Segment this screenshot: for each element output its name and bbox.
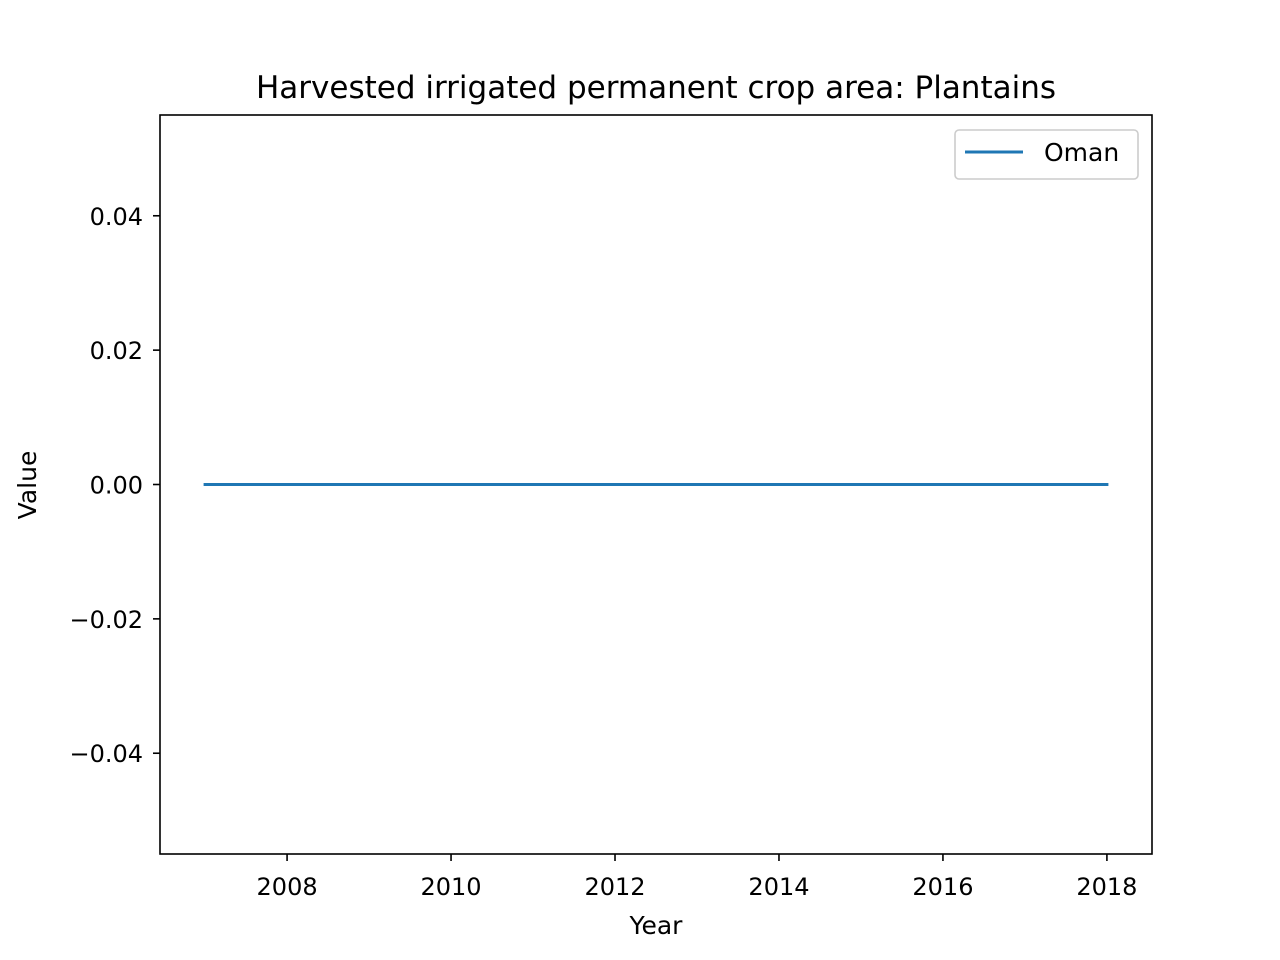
y-tick-label: −0.04 xyxy=(69,740,143,768)
data-point xyxy=(450,483,453,486)
x-tick-label: 2016 xyxy=(912,873,973,901)
x-tick-label: 2018 xyxy=(1076,873,1137,901)
data-point xyxy=(532,483,535,486)
x-tick-label: 2012 xyxy=(584,873,645,901)
x-tick-label: 2008 xyxy=(257,873,318,901)
data-point xyxy=(1023,483,1026,486)
y-tick-label: 0.04 xyxy=(90,203,143,231)
x-tick-label: 2014 xyxy=(748,873,809,901)
data-point xyxy=(204,483,207,486)
legend-label-oman: Oman xyxy=(1044,138,1119,167)
y-tick-label: −0.02 xyxy=(69,606,143,634)
x-axis-ticks: 2008 2010 2012 2014 2016 2018 xyxy=(257,854,1137,901)
chart-title: Harvested irrigated permanent crop area:… xyxy=(256,70,1056,106)
data-point xyxy=(1105,483,1108,486)
data-point xyxy=(614,483,617,486)
legend: Oman xyxy=(954,129,1139,180)
legend-box xyxy=(954,129,1139,180)
data-point xyxy=(777,483,780,486)
data-point xyxy=(286,483,289,486)
data-point xyxy=(859,483,862,486)
data-point xyxy=(941,483,944,486)
series-layer xyxy=(203,483,1109,486)
y-axis-ticks: −0.04 −0.02 0.00 0.02 0.04 xyxy=(69,203,160,768)
x-tick-label: 2010 xyxy=(421,873,482,901)
y-tick-label: 0.00 xyxy=(90,472,143,500)
plot-frame xyxy=(159,114,1153,855)
data-point xyxy=(695,483,698,486)
y-axis-label: Value xyxy=(13,451,42,520)
data-point xyxy=(368,483,371,486)
x-axis-label: Year xyxy=(629,911,684,940)
y-tick-label: 0.02 xyxy=(90,337,143,365)
